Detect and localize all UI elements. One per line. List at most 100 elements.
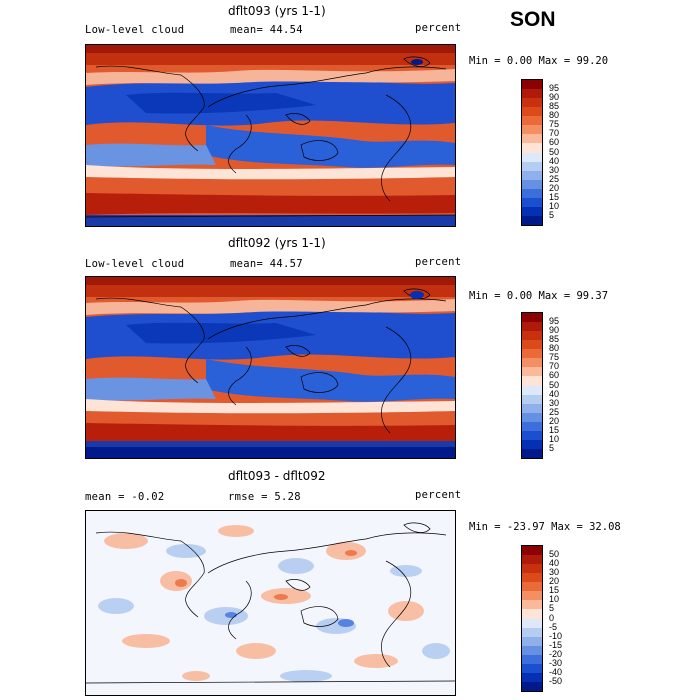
colorbar-tick-label: 85 <box>549 334 560 345</box>
colorbar-tick-label: 40 <box>549 155 560 166</box>
colorbar-tick-label: 20 <box>549 576 560 587</box>
colorbar-swatch <box>522 367 542 377</box>
colorbar-tick-label: 10 <box>549 594 560 605</box>
colorbar-tick-label: 40 <box>549 558 560 569</box>
colorbar-tick-label: 5 <box>549 442 555 453</box>
colorbar-swatch <box>522 403 542 413</box>
colorbar-tick-label: -20 <box>549 648 563 659</box>
colorbar-swatch <box>522 206 542 216</box>
colorbar-tick-label: 80 <box>549 110 560 121</box>
panel-3-colorbar <box>521 545 543 692</box>
colorbar-swatch <box>522 600 542 610</box>
colorbar-swatch <box>522 80 542 90</box>
colorbar-swatch <box>522 582 542 592</box>
colorbar-tick-label: 15 <box>549 424 560 435</box>
colorbar-swatch <box>522 439 542 449</box>
colorbar-tick-label: 25 <box>549 173 560 184</box>
colorbar-tick-label: 30 <box>549 164 560 175</box>
colorbar-tick-label: 30 <box>549 567 560 578</box>
colorbar-tick-label: 15 <box>549 585 560 596</box>
colorbar-swatch <box>522 645 542 655</box>
season-label: SON <box>510 8 556 31</box>
colorbar-swatch <box>522 349 542 359</box>
panel-1-colorbar <box>521 79 543 226</box>
panel-1-minmax: Min = 0.00 Max = 99.20 <box>469 55 609 67</box>
colorbar-swatch <box>522 663 542 673</box>
colorbar-tick-label: 5 <box>549 209 555 220</box>
colorbar-swatch <box>522 179 542 189</box>
colorbar-swatch <box>522 197 542 207</box>
colorbar-tick-label: -30 <box>549 657 563 668</box>
panel-3-units: percent <box>415 489 462 501</box>
colorbar-tick-label: 80 <box>549 343 560 354</box>
colorbar-swatch <box>522 107 542 117</box>
panel-3-rmse: rmse = 5.28 <box>228 491 301 503</box>
colorbar-tick-label: -40 <box>549 666 563 677</box>
colorbar-swatch <box>522 636 542 646</box>
colorbar-swatch <box>522 681 542 691</box>
colorbar-tick-label: 95 <box>549 316 560 327</box>
colorbar-swatch <box>522 654 542 664</box>
colorbar-tick-label: 50 <box>549 146 560 157</box>
colorbar-swatch <box>522 555 542 565</box>
colorbar-tick-label: 30 <box>549 397 560 408</box>
colorbar-tick-label: -15 <box>549 639 563 650</box>
colorbar-swatch <box>522 448 542 458</box>
colorbar-tick-label: 60 <box>549 137 560 148</box>
panel-3-minmax: Min = -23.97 Max = 32.08 <box>469 521 621 533</box>
colorbar-tick-label: 70 <box>549 128 560 139</box>
colorbar-tick-label: 20 <box>549 415 560 426</box>
colorbar-tick-label: 60 <box>549 370 560 381</box>
colorbar-swatch <box>522 188 542 198</box>
panel-1-map <box>85 44 456 227</box>
colorbar-swatch <box>522 564 542 574</box>
panel-2-colorbar <box>521 312 543 459</box>
colorbar-tick-label: -5 <box>549 621 558 632</box>
colorbar-swatch <box>522 116 542 126</box>
panel-1-title: dflt093 (yrs 1-1) <box>228 4 326 18</box>
colorbar-swatch <box>522 358 542 368</box>
colorbar-tick-label: 25 <box>549 406 560 417</box>
colorbar-swatch <box>522 143 542 153</box>
colorbar-swatch <box>522 89 542 99</box>
colorbar-swatch <box>522 591 542 601</box>
colorbar-tick-label: 90 <box>549 92 560 103</box>
colorbar-tick-label: 0 <box>549 612 555 623</box>
map-1-field <box>86 45 455 226</box>
colorbar-tick-label: 50 <box>549 549 560 560</box>
colorbar-tick-label: 10 <box>549 200 560 211</box>
colorbar-swatch <box>522 340 542 350</box>
panel-2-minmax: Min = 0.00 Max = 99.37 <box>469 290 609 302</box>
panel-1-units: percent <box>415 22 462 34</box>
colorbar-tick-label: 15 <box>549 191 560 202</box>
panel-2-title: dflt092 (yrs 1-1) <box>228 236 326 250</box>
panel-3-map <box>85 510 456 696</box>
panel-3-mean: mean = -0.02 <box>85 491 165 503</box>
panel-2-variable: Low-level cloud <box>85 258 185 270</box>
colorbar-swatch <box>522 421 542 431</box>
colorbar-swatch <box>522 385 542 395</box>
colorbar-swatch <box>522 430 542 440</box>
colorbar-swatch <box>522 609 542 619</box>
colorbar-swatch <box>522 573 542 583</box>
colorbar-swatch <box>522 394 542 404</box>
colorbar-swatch <box>522 170 542 180</box>
colorbar-swatch <box>522 322 542 332</box>
panel-1-variable: Low-level cloud <box>85 24 185 36</box>
colorbar-swatch <box>522 627 542 637</box>
colorbar-tick-label: 20 <box>549 182 560 193</box>
colorbar-swatch <box>522 546 542 556</box>
map-2-field <box>86 277 455 458</box>
colorbar-swatch <box>522 331 542 341</box>
colorbar-tick-label: 5 <box>549 603 555 614</box>
panel-1-mean: mean= 44.54 <box>230 24 303 36</box>
colorbar-swatch <box>522 412 542 422</box>
colorbar-swatch <box>522 161 542 171</box>
panel-2-units: percent <box>415 256 462 268</box>
colorbar-swatch <box>522 215 542 225</box>
colorbar-tick-label: -10 <box>549 630 563 641</box>
colorbar-tick-label: -50 <box>549 675 563 686</box>
colorbar-tick-label: 85 <box>549 101 560 112</box>
colorbar-swatch <box>522 134 542 144</box>
colorbar-tick-label: 75 <box>549 352 560 363</box>
